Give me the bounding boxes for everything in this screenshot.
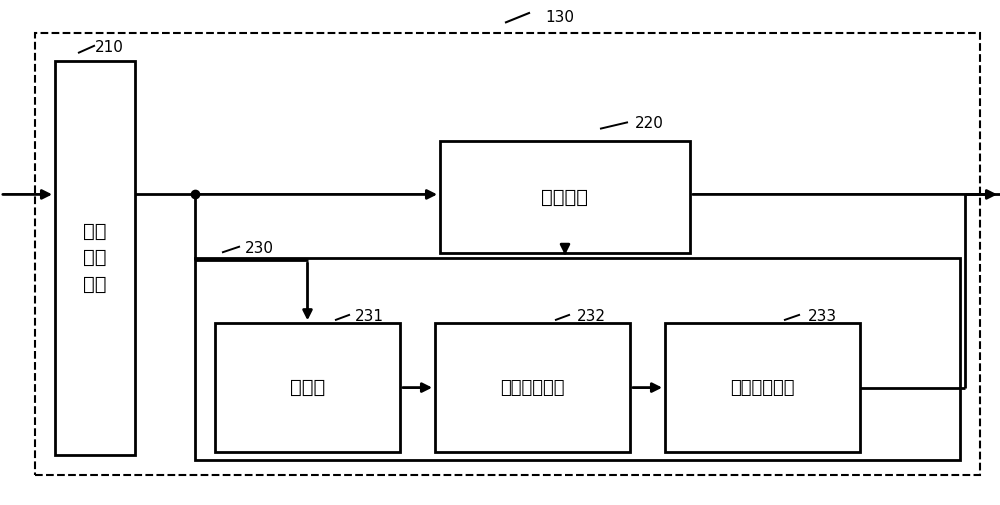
Text: 210: 210: [95, 40, 124, 56]
Text: 信号
获得
单元: 信号 获得 单元: [83, 222, 107, 293]
Text: 232: 232: [577, 309, 606, 324]
Text: 选择器: 选择器: [290, 378, 325, 397]
Bar: [440, 141, 690, 252]
Bar: [195, 258, 960, 460]
Text: 230: 230: [245, 241, 274, 256]
Text: 确定单元: 确定单元: [542, 187, 588, 207]
Text: 231: 231: [355, 309, 384, 324]
Bar: [435, 323, 630, 452]
Text: 130: 130: [545, 10, 574, 25]
Bar: [35, 33, 980, 475]
Bar: [55, 61, 135, 454]
Text: 微分控制单元: 微分控制单元: [730, 379, 795, 396]
Text: 233: 233: [808, 309, 837, 324]
Bar: [215, 323, 400, 452]
Text: 比例控制单元: 比例控制单元: [500, 379, 565, 396]
Bar: [665, 323, 860, 452]
Text: 220: 220: [635, 116, 664, 131]
